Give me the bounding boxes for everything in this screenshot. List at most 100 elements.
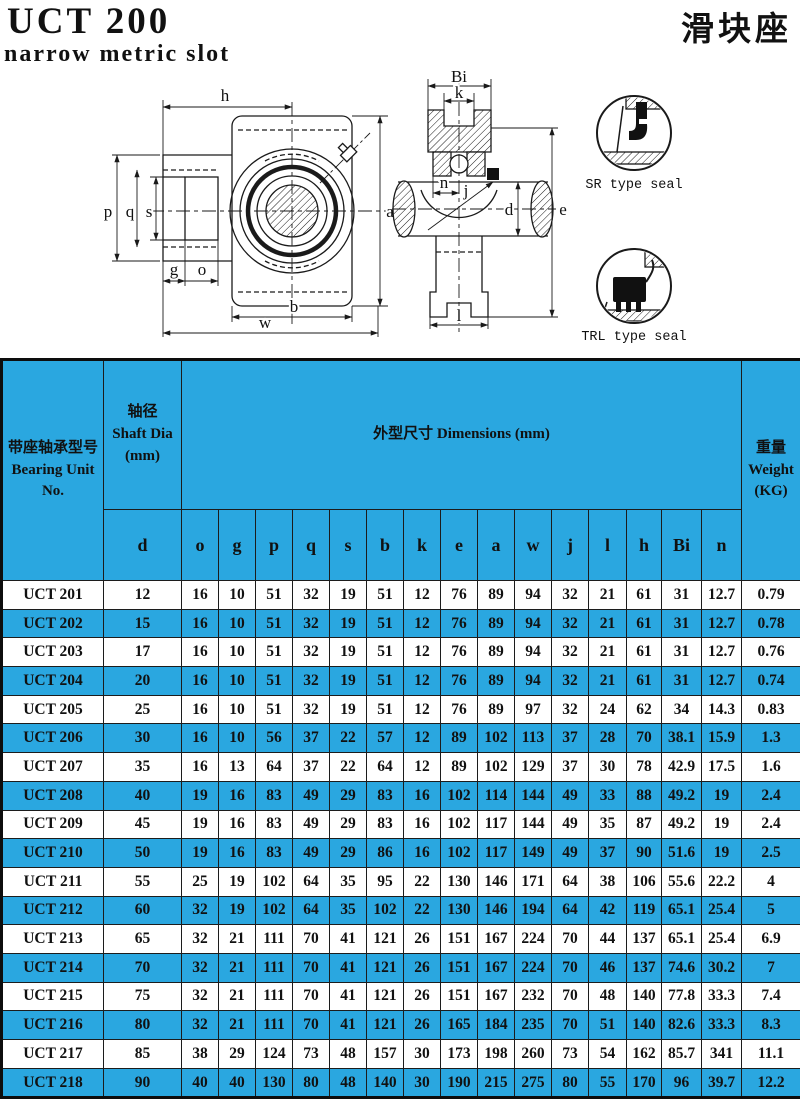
- dim-cell: 70: [552, 953, 589, 982]
- dim-label-p: p: [104, 202, 113, 221]
- dim-cell: 76: [441, 695, 478, 724]
- dim-cell: 10: [219, 638, 256, 667]
- dim-cell: 32: [182, 1011, 219, 1040]
- dim-cell: 37: [293, 753, 330, 782]
- dim-cell: 31: [662, 581, 702, 610]
- dim-cell: 57: [367, 724, 404, 753]
- dim-cell: 235: [515, 1011, 552, 1040]
- dim-cell: 17.5: [702, 753, 742, 782]
- dimension-table: 带座轴承型号 Bearing Unit No. 轴径 Shaft Dia (mm…: [0, 358, 800, 1099]
- dim-cell: 38.1: [662, 724, 702, 753]
- bearing-no-cell: UCT 206: [2, 724, 104, 753]
- dim-cell: 64: [293, 867, 330, 896]
- dim-label-b: b: [290, 297, 299, 316]
- dim-cell: 31: [662, 667, 702, 696]
- dim-cell: 167: [478, 925, 515, 954]
- dim-cell: 102: [256, 867, 293, 896]
- dim-cell: 30: [404, 1040, 441, 1069]
- dim-cell: 51: [367, 695, 404, 724]
- col-header-s: s: [330, 510, 367, 581]
- dim-cell: 42.9: [662, 753, 702, 782]
- bearing-no-cell: UCT 212: [2, 896, 104, 925]
- dim-cell: 40: [104, 781, 182, 810]
- dim-cell: 102: [478, 724, 515, 753]
- dim-label-e: e: [559, 200, 567, 219]
- dim-cell: 111: [256, 953, 293, 982]
- dim-cell: 151: [441, 982, 478, 1011]
- page-subtitle: narrow metric slot: [4, 41, 230, 68]
- dim-cell: 32: [293, 638, 330, 667]
- dim-cell: 146: [478, 896, 515, 925]
- dim-cell: 94: [515, 638, 552, 667]
- bearing-no-cell: UCT 203: [2, 638, 104, 667]
- dim-cell: 19: [330, 695, 367, 724]
- dim-cell: 54: [589, 1040, 627, 1069]
- dim-cell: 96: [662, 1068, 702, 1098]
- dim-cell: 16: [404, 810, 441, 839]
- dim-cell: 19: [330, 581, 367, 610]
- dim-cell: 82.6: [662, 1011, 702, 1040]
- dim-cell: 32: [552, 638, 589, 667]
- dim-cell: 38: [589, 867, 627, 896]
- weight-cell: 12.2: [742, 1068, 800, 1098]
- dim-cell: 86: [367, 839, 404, 868]
- header-bearing-unit-en: Bearing Unit: [3, 460, 103, 482]
- dim-cell: 83: [367, 810, 404, 839]
- dim-cell: 49: [293, 810, 330, 839]
- page-header: UCT 200 滑块座 narrow metric slot: [0, 0, 800, 70]
- trl-seal-caption: TRL type seal: [581, 330, 686, 345]
- dim-cell: 51: [256, 695, 293, 724]
- dim-cell: 80: [552, 1068, 589, 1098]
- dim-cell: 12: [404, 581, 441, 610]
- weight-cell: 2.4: [742, 810, 800, 839]
- dim-cell: 74.6: [662, 953, 702, 982]
- dim-cell: 60: [104, 896, 182, 925]
- dim-cell: 19: [182, 810, 219, 839]
- dim-cell: 46: [589, 953, 627, 982]
- dim-cell: 25.4: [702, 896, 742, 925]
- dim-cell: 21: [589, 609, 627, 638]
- dim-cell: 90: [104, 1068, 182, 1098]
- bearing-no-cell: UCT 202: [2, 609, 104, 638]
- bearing-no-cell: UCT 213: [2, 925, 104, 954]
- dim-cell: 29: [330, 810, 367, 839]
- dim-cell: 70: [293, 925, 330, 954]
- dim-cell: 16: [404, 781, 441, 810]
- dim-cell: 94: [515, 581, 552, 610]
- dim-cell: 87: [627, 810, 662, 839]
- dim-label-n: n: [440, 173, 449, 192]
- seal-detail-trl: TRL type seal: [581, 249, 686, 345]
- header-shaft-dia-cn: 轴径: [104, 402, 181, 424]
- dim-cell: 102: [441, 839, 478, 868]
- dim-cell: 51: [367, 638, 404, 667]
- dim-cell: 41: [330, 925, 367, 954]
- dim-cell: 48: [589, 982, 627, 1011]
- header-bearing-unit-cn: 带座轴承型号: [3, 438, 103, 460]
- dim-cell: 140: [627, 982, 662, 1011]
- dim-cell: 78: [627, 753, 662, 782]
- dim-cell: 49.2: [662, 810, 702, 839]
- dim-cell: 114: [478, 781, 515, 810]
- bearing-no-cell: UCT 207: [2, 753, 104, 782]
- dim-cell: 19: [702, 810, 742, 839]
- header-shaft-dia: 轴径 Shaft Dia (mm): [104, 360, 182, 510]
- dim-cell: 37: [552, 724, 589, 753]
- dim-cell: 56: [256, 724, 293, 753]
- dim-cell: 49: [552, 839, 589, 868]
- dim-cell: 35: [104, 753, 182, 782]
- dim-cell: 10: [219, 667, 256, 696]
- dim-cell: 12.7: [702, 609, 742, 638]
- dim-cell: 224: [515, 953, 552, 982]
- page-title: UCT 200: [7, 0, 170, 43]
- dim-cell: 32: [182, 982, 219, 1011]
- dim-cell: 94: [515, 667, 552, 696]
- dim-cell: 51: [589, 1011, 627, 1040]
